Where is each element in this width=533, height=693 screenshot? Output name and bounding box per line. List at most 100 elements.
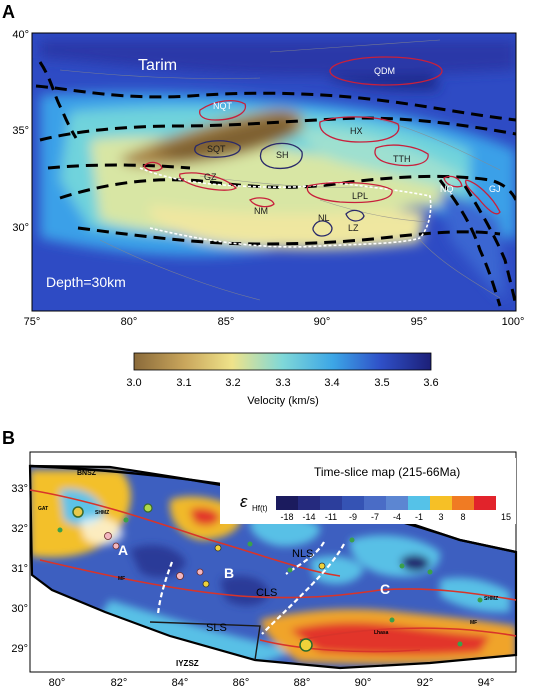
legend-tick: -9 [349,512,357,522]
label-nm: NM [254,206,268,216]
lon-tick: 88° [294,677,311,689]
lon-tick: 85° [218,316,235,328]
label-mf-west: MF [118,576,125,582]
zone-b-label: B [224,565,234,581]
label-lpl: LPL [352,191,368,201]
lat-tick: 35° [12,125,29,137]
gz-outline [178,172,238,191]
suture-lines [35,61,516,307]
lon-tick: 92° [417,677,434,689]
epsilon-subscript: Hf(t) [252,504,268,513]
nm-outline [249,197,275,208]
colorbar-tick: 3.0 [126,377,141,389]
legend-tick: -4 [393,512,401,522]
label-nqt: NQT [213,101,233,111]
boundary-lines-white [139,167,432,248]
label-iyzsz: IYZSZ [176,659,199,668]
sample-points [57,503,483,652]
tarim-label: Tarim [138,57,177,74]
lon-tick: 90° [314,316,331,328]
qdm-outline [329,56,443,86]
epsilon-symbol: ε [240,492,248,511]
label-gat: GAT [38,506,48,512]
lon-tick: 86° [233,677,250,689]
legend-swatches [276,496,496,510]
label-shmz-west: SHMZ [95,510,109,516]
lon-tick: 100° [502,316,525,328]
label-tth: TTH [393,154,411,164]
label-qdm: QDM [374,66,395,76]
legend-swatch [298,496,320,510]
nq-outline [443,175,463,188]
lat-tick: 33° [11,483,28,495]
panel-b-labels: BNSZ IYZSZ SHMZ SHMZ MF MF Lhasa GAT A B… [38,470,498,668]
legend-swatch [474,496,496,510]
lat-tick: 30° [12,222,29,234]
lpl-outline [306,181,393,204]
zone-a-label: A [118,542,128,558]
nl-outline [312,220,333,237]
zone-c-label: C [380,581,390,597]
colorbar-tick: 3.6 [423,377,438,389]
sh-outline [259,142,303,170]
colorbar-tick: 3.3 [275,377,290,389]
nls-label: NLS [292,548,313,560]
geologic-units [143,56,501,237]
depth-label: Depth=30km [46,274,126,290]
lat-tick: 31° [11,563,28,575]
cls-label: CLS [256,587,277,599]
legend-tick: -11 [325,512,337,522]
panel-a: A [2,2,524,407]
panel-b-lon-axis: 80° 82° 84° 86° 88° 90° 92° 94° [49,677,495,689]
velocity-colorbar: 3.0 3.1 3.2 3.3 3.4 3.5 3.6 Velocity (km… [126,352,439,407]
lon-tick: 84° [172,677,189,689]
division-lines [156,541,345,635]
colorbar-title: Velocity (km/s) [247,395,319,407]
fault-lines [29,489,517,653]
panel-b-lat-axis: 33° 32° 31° 30° 29° [11,483,28,655]
lon-tick: 90° [355,677,372,689]
lon-tick: 95° [411,316,428,328]
legend-tick: -18 [280,512,293,522]
colorbar-tick: 3.5 [374,377,389,389]
label-lz: LZ [348,223,359,233]
legend-swatch [452,496,474,510]
label-gj: GJ [489,184,501,194]
region-labels: QDM NQT HX SQT SH TTH GZ NQ GJ LPL NM NL… [204,66,501,233]
colorbar-tick: 3.1 [176,377,191,389]
label-sh: SH [276,150,289,160]
legend-tick: 3 [438,512,443,522]
legend-swatch [276,496,298,510]
label-nl: NL [318,213,330,223]
legend-swatch [320,496,342,510]
lon-tick: 80° [121,316,138,328]
tth-outline [374,144,429,167]
sls-label: SLS [206,622,227,634]
panel-a-letter: A [2,2,15,22]
legend-swatch [342,496,364,510]
colorbar-tick: 3.2 [225,377,240,389]
iyzsz-line [149,621,261,661]
nqt-outline [198,99,247,121]
lon-tick: 94° [478,677,495,689]
legend-swatch [386,496,408,510]
label-nq: NQ [440,184,454,194]
lat-tick: 32° [11,523,28,535]
sqt-outline [194,140,241,158]
label-gz: GZ [204,172,217,182]
label-shmz-east: SHMZ [484,596,498,602]
legend-tick: -1 [415,512,423,522]
label-hx: HX [350,126,363,136]
lat-tick: 40° [12,29,29,41]
legend-tick: 15 [501,512,511,522]
ehf-legend: Time-slice map (215-66Ma) ε Hf(t) -18 -1… [220,458,516,524]
legend-tick: -7 [371,512,379,522]
legend-background [220,458,516,524]
legend-swatch [430,496,452,510]
velocity-map [32,33,516,311]
legend-tick: 8 [460,512,465,522]
lat-tick: 30° [11,603,28,615]
lz-outline [345,209,365,222]
label-mf-east: MF [470,620,477,626]
